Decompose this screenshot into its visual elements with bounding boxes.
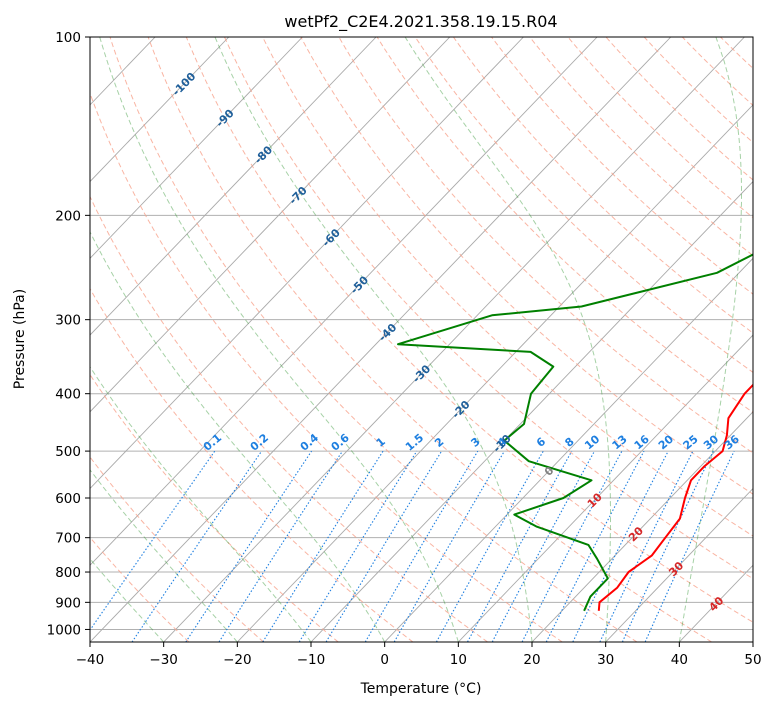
dry-adiabat-line bbox=[414, 37, 753, 373]
dry-adiabat-line bbox=[109, 37, 638, 642]
dry-adiabat-line bbox=[185, 37, 753, 623]
background-lines bbox=[90, 37, 753, 642]
dry-adiabat-line bbox=[90, 91, 563, 642]
mixing-ratio-line bbox=[545, 450, 645, 642]
plot-frame bbox=[89, 36, 754, 643]
x-tick-label: 0 bbox=[380, 652, 389, 668]
moist-adiabat-line bbox=[90, 558, 165, 642]
x-tick-label: 30 bbox=[597, 652, 614, 668]
dry-adiabat-line bbox=[262, 37, 753, 537]
isotherm-line bbox=[90, 37, 598, 566]
temperature-line bbox=[597, 383, 753, 611]
y-tick-label: 900 bbox=[55, 595, 81, 611]
mixing-ratio-line bbox=[90, 450, 216, 632]
isotherm-line bbox=[163, 37, 745, 642]
y-axis-label: Pressure (hPa) bbox=[12, 289, 28, 389]
mixing-ratio-line bbox=[185, 450, 313, 642]
mixing-ratio-line bbox=[325, 450, 443, 642]
chart-title: wetPf2_C2E4.2021.358.19.15.R04 bbox=[284, 12, 557, 32]
isotherm-line bbox=[458, 334, 753, 642]
x-tick-label: −30 bbox=[149, 652, 178, 668]
dry-adiabat-line bbox=[605, 37, 753, 181]
mixing-ratio-line bbox=[599, 450, 694, 642]
x-tick-label: −20 bbox=[223, 652, 252, 668]
mixing-ratio-line bbox=[435, 450, 544, 642]
y-tick-label: 500 bbox=[55, 444, 81, 460]
dry-adiabat-line bbox=[90, 287, 414, 642]
isotherm-line bbox=[90, 37, 672, 642]
dry-adiabat-line bbox=[529, 37, 753, 257]
mixing-ratio-line bbox=[467, 450, 573, 642]
mixing-ratio-line bbox=[491, 450, 595, 642]
x-tick-label: 10 bbox=[450, 652, 467, 668]
mixing-ratio-line bbox=[218, 450, 343, 642]
moist-adiabat-line bbox=[90, 230, 386, 642]
moist-adiabat-line bbox=[90, 468, 238, 642]
dry-adiabat-line bbox=[300, 37, 753, 495]
y-tick-label: 600 bbox=[55, 491, 81, 507]
dry-adiabat-line bbox=[452, 37, 753, 334]
isotherm-line bbox=[90, 37, 451, 413]
moist-adiabat-line bbox=[678, 37, 742, 642]
isotherm-line bbox=[90, 37, 524, 490]
y-axis: 100 200 300 400 500 600 700 800 900 1000 bbox=[47, 30, 90, 638]
dry-adiabat-line bbox=[338, 37, 753, 454]
y-tick-label: 200 bbox=[55, 208, 81, 224]
y-tick-label: 300 bbox=[55, 313, 81, 329]
dry-adiabat-line bbox=[567, 37, 753, 219]
x-tick-label: −40 bbox=[76, 652, 105, 668]
x-axis: −40 −30 −20 −10 0 10 20 30 40 50 bbox=[76, 642, 762, 668]
profile-lines bbox=[397, 253, 753, 612]
y-tick-label: 1000 bbox=[47, 622, 81, 638]
dewpoint-line bbox=[397, 253, 753, 612]
x-tick-label: 50 bbox=[744, 652, 761, 668]
x-tick-label: −10 bbox=[297, 652, 326, 668]
mixing-ratio-line bbox=[621, 450, 714, 642]
mixing-ratio-line bbox=[298, 450, 418, 642]
y-tick-label: 100 bbox=[55, 30, 81, 46]
x-tick-label: 20 bbox=[523, 652, 540, 668]
x-axis-label: Temperature (°C) bbox=[360, 681, 482, 697]
y-tick-label: 400 bbox=[55, 387, 81, 403]
mixing-ratio-line bbox=[521, 450, 623, 642]
isotherm-line bbox=[90, 37, 303, 259]
isotherm-line bbox=[90, 37, 230, 183]
mixing-ratio-line bbox=[644, 450, 735, 642]
isotherm-line bbox=[605, 487, 753, 642]
mixing-ratio-line bbox=[131, 450, 263, 642]
isotherm-line bbox=[531, 411, 753, 642]
isotherm-line bbox=[384, 257, 753, 642]
y-tick-label: 800 bbox=[55, 565, 81, 581]
moist-adiabat-line bbox=[90, 365, 312, 642]
dry-adiabat-line bbox=[147, 37, 712, 642]
mixing-ratio-line bbox=[262, 450, 384, 642]
moist-adiabat-line bbox=[99, 37, 459, 642]
moist-adiabat-line bbox=[404, 37, 611, 642]
dry-adiabat-line bbox=[224, 37, 753, 580]
mixing-ratio-line bbox=[572, 450, 669, 642]
dry-adiabat-line bbox=[90, 536, 190, 642]
dry-adiabat-line bbox=[90, 456, 264, 642]
isotherm-line bbox=[90, 37, 377, 336]
moist-adiabat-line bbox=[214, 37, 533, 642]
isotherm-line bbox=[237, 104, 753, 642]
dry-adiabat-line bbox=[90, 195, 488, 642]
x-tick-label: 40 bbox=[671, 652, 688, 668]
y-tick-label: 700 bbox=[55, 531, 81, 547]
dry-adiabat-line bbox=[643, 37, 753, 144]
